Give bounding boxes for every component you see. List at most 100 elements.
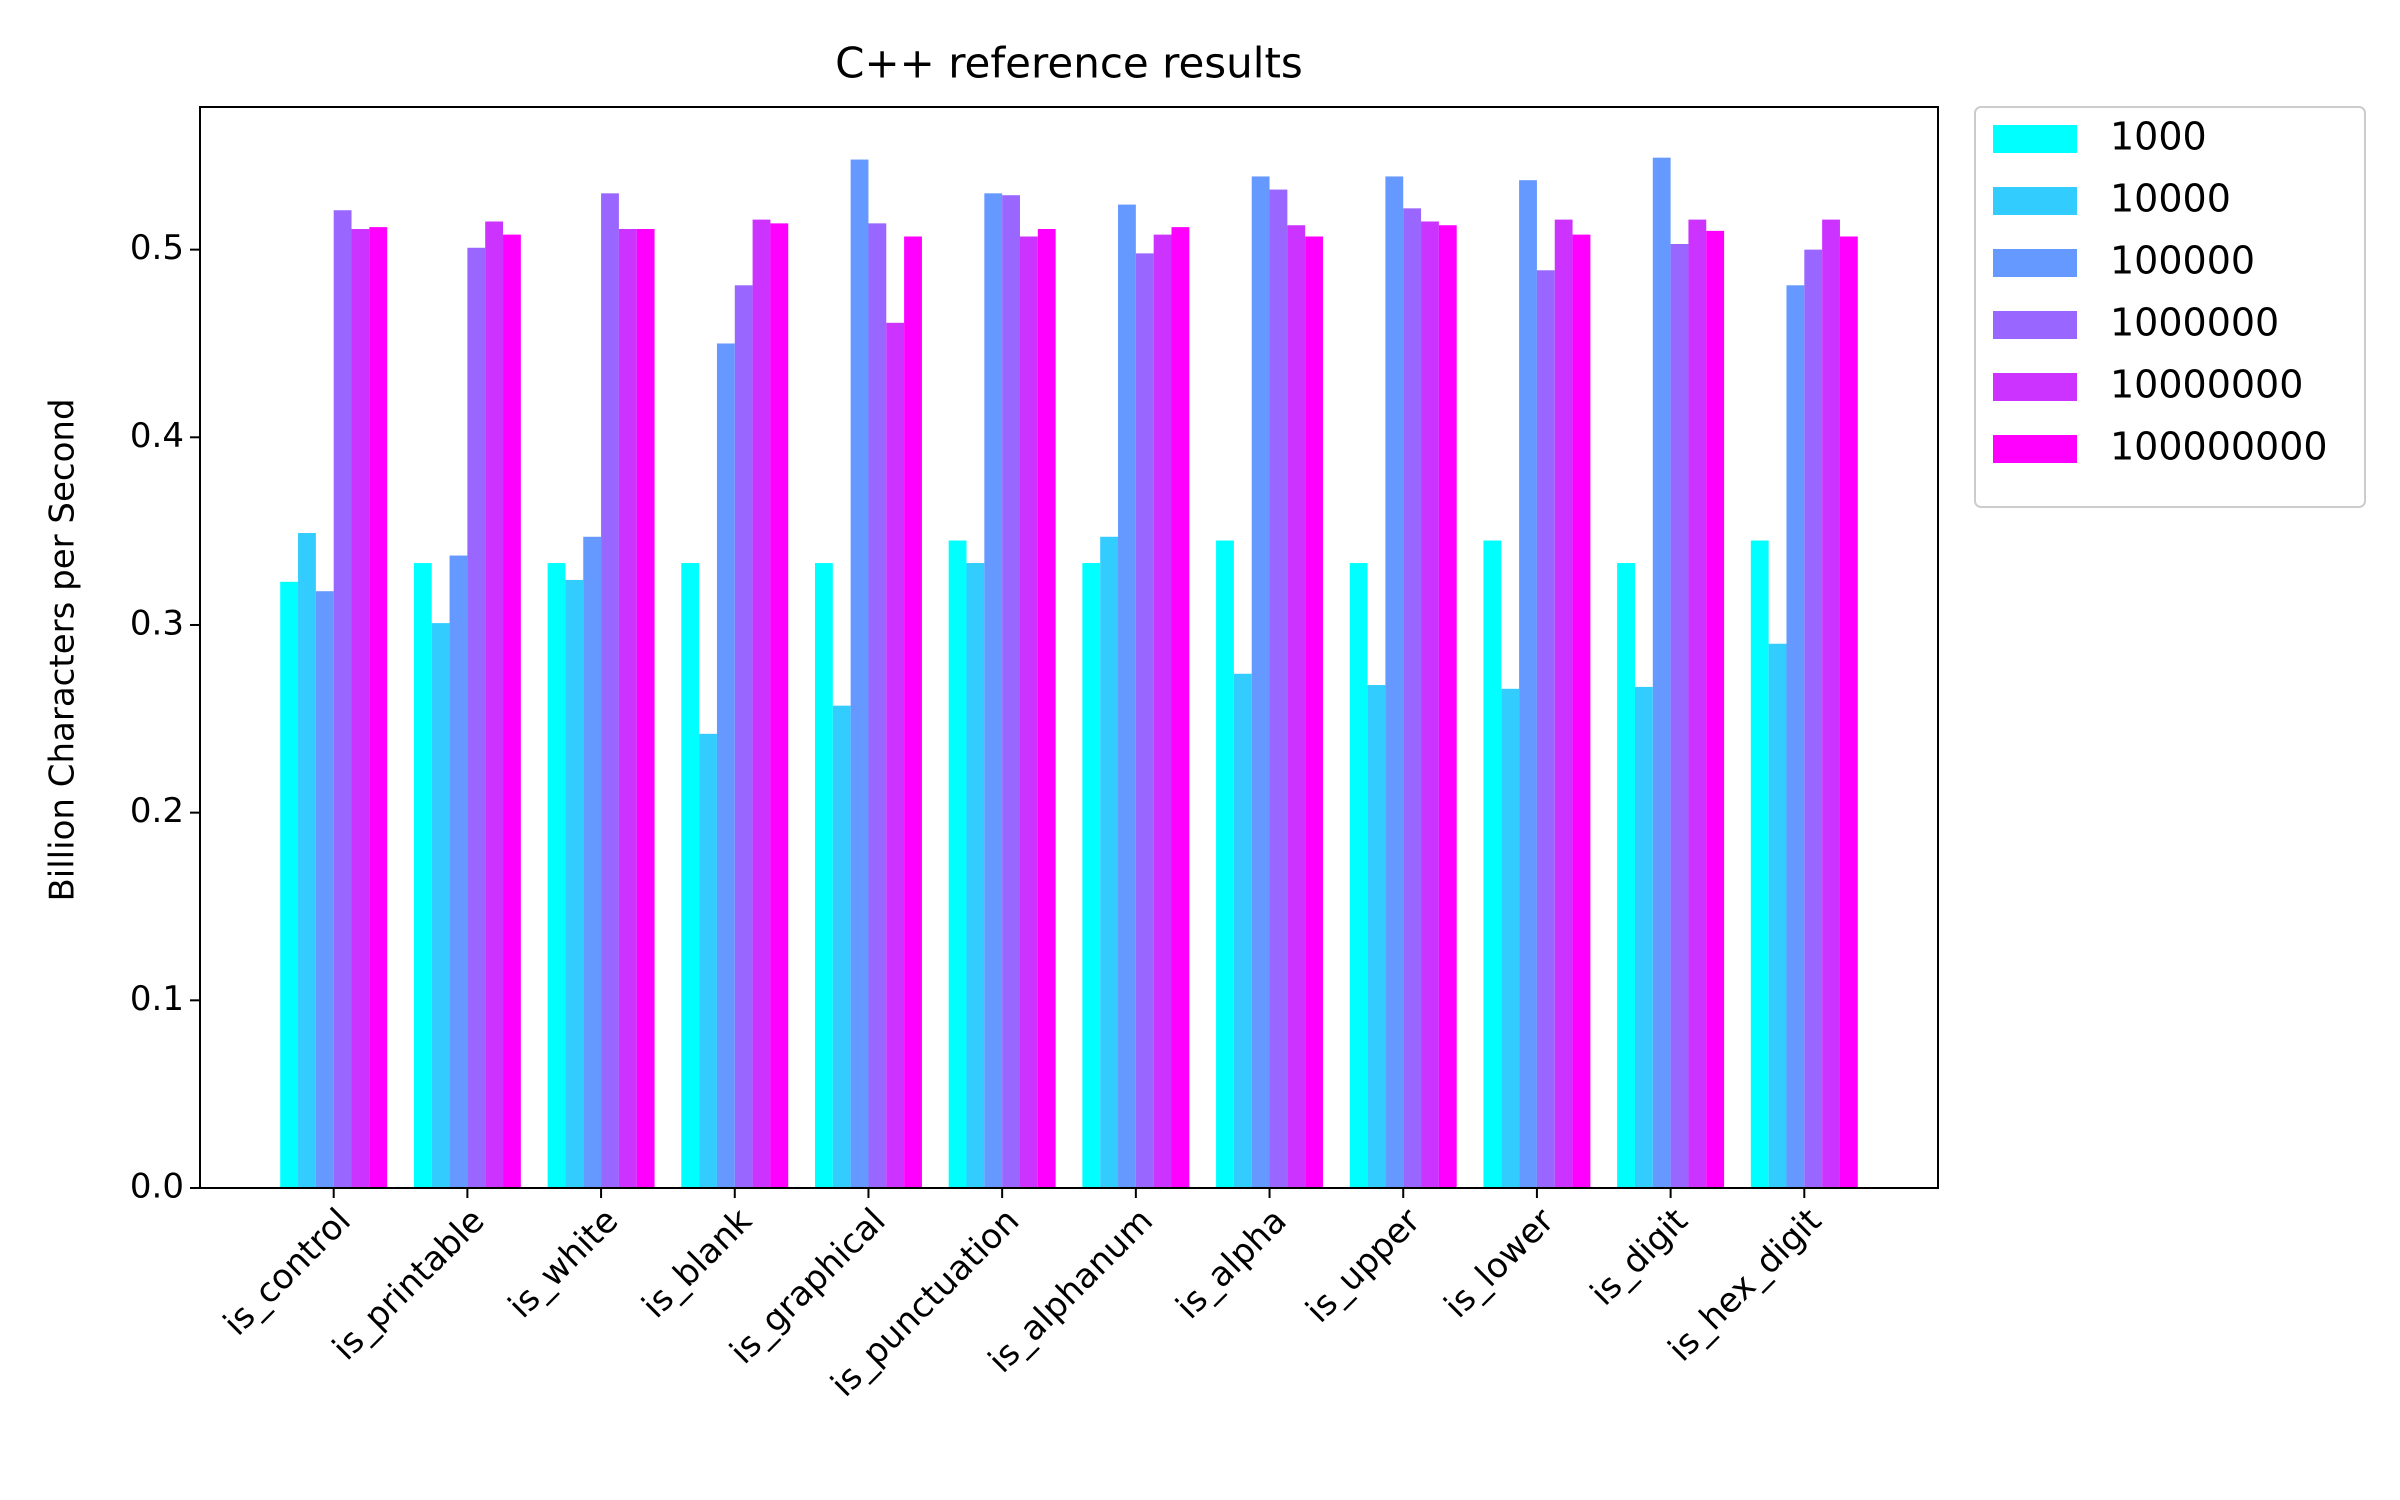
y-tick-label: 0.4 — [130, 416, 184, 456]
bar — [1367, 685, 1386, 1188]
bar — [1403, 208, 1422, 1188]
bar — [1438, 225, 1457, 1188]
bar — [1822, 219, 1840, 1188]
legend-label: 10000 — [2110, 177, 2231, 221]
bar — [1287, 225, 1306, 1188]
bar — [868, 223, 887, 1188]
x-tick-label: is_blank — [635, 1201, 761, 1327]
bar — [1501, 688, 1520, 1188]
bar — [734, 285, 753, 1188]
bar — [1171, 227, 1190, 1189]
bar — [449, 555, 468, 1188]
legend-swatch — [1993, 311, 2077, 339]
x-tick-label: is_lower — [1437, 1201, 1562, 1326]
bar — [565, 579, 584, 1188]
bar — [948, 540, 967, 1188]
bar — [1804, 249, 1823, 1188]
bar — [966, 563, 985, 1188]
bar — [1153, 234, 1172, 1189]
bar — [280, 581, 299, 1188]
bar — [1305, 236, 1324, 1188]
bar — [814, 563, 833, 1188]
legend-label: 1000000 — [2110, 301, 2279, 345]
y-tick-label: 0.1 — [130, 979, 184, 1019]
bar — [298, 533, 316, 1188]
bar — [601, 193, 619, 1189]
bar — [618, 228, 637, 1188]
legend-label: 1000 — [2110, 115, 2207, 159]
bar — [1688, 219, 1707, 1188]
bar — [1135, 253, 1154, 1188]
bar — [1037, 228, 1056, 1188]
bar — [1019, 236, 1038, 1188]
bar — [1002, 195, 1020, 1188]
bar — [716, 343, 735, 1188]
bar — [984, 193, 1003, 1189]
y-tick-label: 0.2 — [130, 791, 184, 831]
bar — [1670, 244, 1689, 1189]
bar — [770, 223, 789, 1188]
legend-label: 100000000 — [2110, 425, 2328, 469]
bar — [431, 623, 450, 1188]
x-tick-label: is_white — [501, 1201, 626, 1326]
bar — [485, 221, 504, 1188]
bar — [1118, 204, 1136, 1188]
y-axis-label: Billion Characters per Second — [43, 398, 83, 901]
bar — [1617, 563, 1635, 1188]
bar — [1269, 189, 1288, 1188]
legend-swatch — [1993, 435, 2077, 463]
bar — [1349, 563, 1368, 1188]
bar — [1750, 540, 1769, 1188]
bar — [904, 236, 922, 1188]
bar — [681, 563, 700, 1188]
bar — [1839, 236, 1858, 1188]
bar — [1554, 219, 1573, 1188]
bar — [583, 536, 602, 1188]
plot-frame — [199, 106, 1939, 1189]
bar — [333, 210, 352, 1189]
bar — [699, 733, 717, 1188]
bar — [752, 219, 771, 1188]
bar — [1634, 686, 1653, 1188]
bar — [636, 228, 655, 1188]
x-tick-label: is_alpha — [1168, 1201, 1294, 1327]
bar — [1786, 285, 1805, 1188]
bar — [886, 322, 905, 1188]
bar — [1251, 176, 1270, 1189]
x-tick-label: is_control — [216, 1201, 359, 1344]
bar — [1483, 540, 1502, 1188]
bar — [351, 228, 370, 1188]
legend-swatch — [1993, 249, 2077, 277]
bar — [1572, 234, 1591, 1189]
bar — [369, 227, 388, 1189]
bar — [1216, 540, 1234, 1188]
y-tick-label: 0.5 — [130, 228, 184, 268]
legend-swatch — [1993, 187, 2077, 215]
bar — [1082, 563, 1101, 1188]
bar — [413, 563, 432, 1188]
x-tick-label: is_upper — [1298, 1201, 1428, 1331]
bar — [1421, 221, 1439, 1188]
legend-swatch — [1993, 125, 2077, 153]
bar — [1100, 536, 1119, 1188]
bar — [1385, 176, 1404, 1189]
x-tick-label: is_digit — [1583, 1201, 1696, 1314]
bar — [1706, 230, 1725, 1189]
bar — [503, 234, 521, 1189]
legend-swatch — [1993, 373, 2077, 401]
bar — [315, 591, 334, 1188]
bar — [850, 159, 869, 1189]
legend-label: 100000 — [2110, 239, 2255, 283]
bar — [1768, 643, 1787, 1188]
bar — [467, 247, 486, 1189]
chart-title: C++ reference results — [835, 39, 1303, 88]
bar — [1519, 180, 1537, 1189]
y-tick-label: 0.0 — [130, 1167, 184, 1207]
y-tick-label: 0.3 — [130, 603, 184, 643]
bar — [832, 705, 851, 1188]
bar — [1536, 270, 1555, 1189]
legend-label: 10000000 — [2110, 363, 2303, 407]
bar — [1652, 157, 1671, 1188]
bar — [547, 563, 566, 1188]
